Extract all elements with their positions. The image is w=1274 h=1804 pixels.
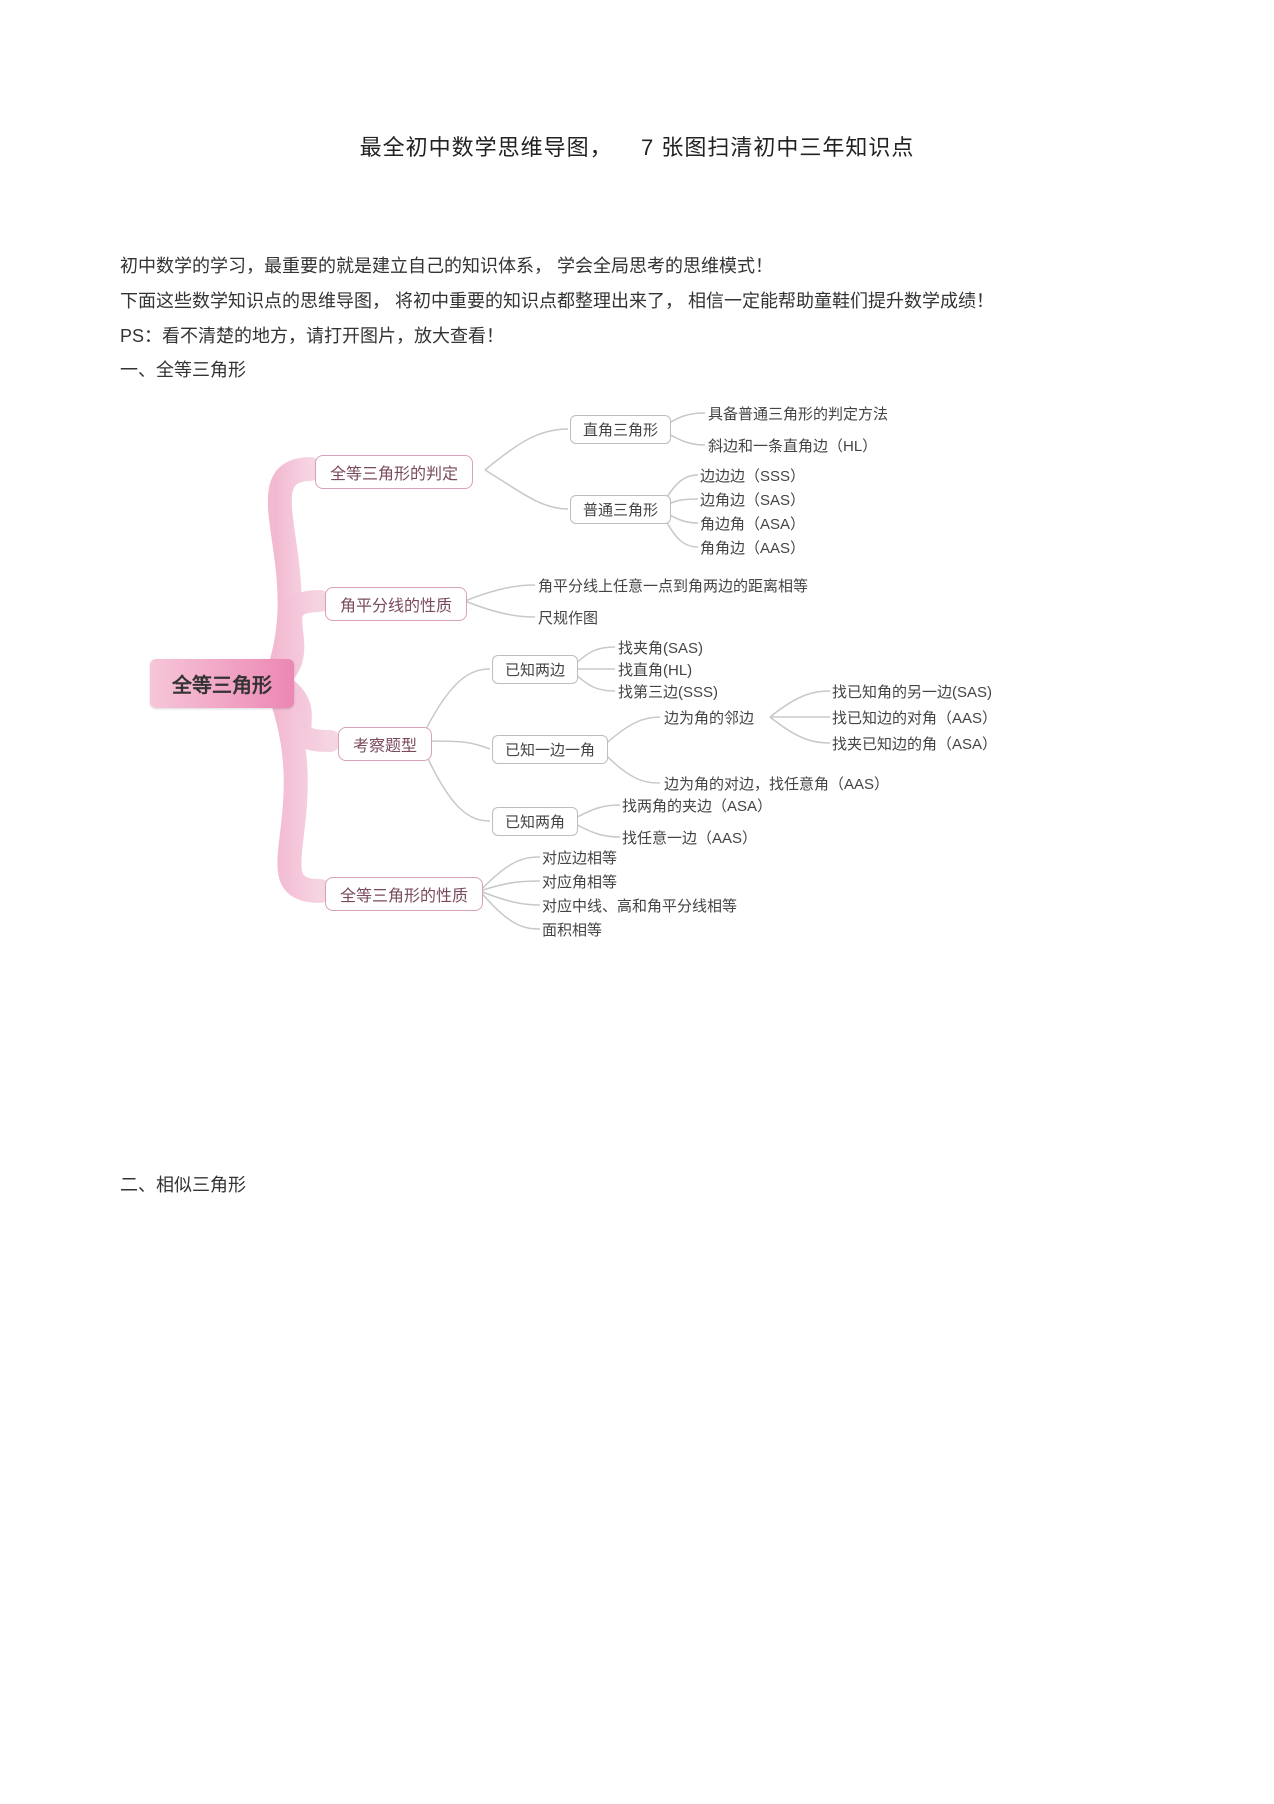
leaf-b4-3: 对应中线、高和角平分线相等 — [542, 895, 737, 916]
section2-heading: 二、相似三角形 — [120, 1171, 1154, 1197]
leaf-b4-2: 对应角相等 — [542, 871, 617, 892]
leaf-b2-1: 角平分线上任意一点到角两边的距离相等 — [538, 575, 808, 596]
intro-p2: 下面这些数学知识点的思维导图， 将初中重要的知识点都整理出来了， 相信一定能帮助… — [120, 287, 1154, 316]
leaf-b3c1-1: 找夹角(SAS) — [618, 637, 703, 658]
section1-heading: 一、全等三角形 — [120, 356, 1154, 385]
intro-p1: 初中数学的学习，最重要的就是建立自己的知识体系， 学会全局思考的思维模式！ — [120, 252, 1154, 281]
leaf-b3c2-1: 边为角的邻边 — [664, 707, 754, 728]
page-title: 最全初中数学思维导图， 7 张图扫清初中三年知识点 — [120, 130, 1154, 162]
leaf-b1c2-3: 角边角（ASA） — [700, 513, 805, 534]
leaf-b1c1-1: 具备普通三角形的判定方法 — [708, 403, 888, 424]
leaf-b3c3-2: 找任意一边（AAS） — [622, 827, 757, 848]
leaf-b3c2l1-2: 找已知边的对角（AAS） — [832, 707, 997, 728]
branch-exam-types: 考察题型 — [338, 727, 432, 761]
title-part1: 最全初中数学思维导图， — [360, 135, 613, 160]
mindmap-root: 全等三角形 — [150, 659, 294, 708]
leaf-b3c1-3: 找第三边(SSS) — [618, 681, 718, 702]
sub-right-triangle: 直角三角形 — [570, 415, 671, 444]
leaf-b3c1-2: 找直角(HL) — [618, 659, 692, 680]
sub-known-side-angle: 已知一边一角 — [492, 735, 608, 764]
leaf-b1c1-2: 斜边和一条直角边（HL） — [708, 435, 877, 456]
leaf-b1c2-1: 边边边（SSS） — [700, 465, 805, 486]
sub-known-two-angles: 已知两角 — [492, 807, 578, 836]
leaf-b2-2: 尺规作图 — [538, 607, 598, 628]
leaf-b3c3-1: 找两角的夹边（ASA） — [622, 795, 772, 816]
leaf-b1c2-2: 边角边（SAS） — [700, 489, 805, 510]
branch-judgement: 全等三角形的判定 — [315, 455, 473, 489]
intro-p3: PS：看不清楚的地方，请打开图片，放大查看！ — [120, 322, 1154, 351]
document-page: 最全初中数学思维导图， 7 张图扫清初中三年知识点 初中数学的学习，最重要的就是… — [0, 0, 1274, 1277]
branch-properties: 全等三角形的性质 — [325, 877, 483, 911]
leaf-b3c2-2: 边为角的对边，找任意角（AAS） — [664, 773, 889, 794]
branch-angle-bisector: 角平分线的性质 — [325, 587, 467, 621]
leaf-b1c2-4: 角角边（AAS） — [700, 537, 805, 558]
intro-block: 初中数学的学习，最重要的就是建立自己的知识体系， 学会全局思考的思维模式！ 下面… — [120, 252, 1154, 385]
mindmap-congruent-triangles: 全等三角形 全等三角形的判定 直角三角形 普通三角形 具备普通三角形的判定方法 … — [120, 391, 1154, 1011]
leaf-b4-1: 对应边相等 — [542, 847, 617, 868]
sub-ordinary-triangle: 普通三角形 — [570, 495, 671, 524]
leaf-b3c2l1-3: 找夹已知边的角（ASA） — [832, 733, 997, 754]
leaf-b3c2l1-1: 找已知角的另一边(SAS) — [832, 681, 992, 702]
title-part2: 7 张图扫清初中三年知识点 — [641, 135, 914, 160]
sub-known-two-sides: 已知两边 — [492, 655, 578, 684]
leaf-b4-4: 面积相等 — [542, 919, 602, 940]
